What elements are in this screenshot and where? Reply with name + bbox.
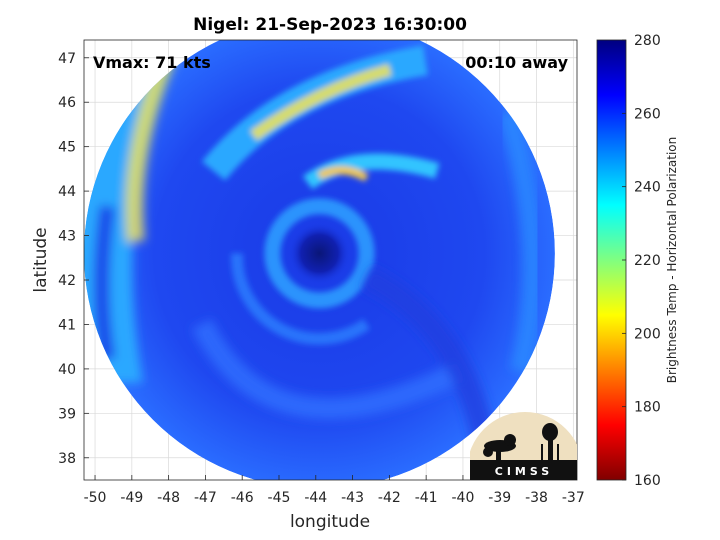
y-axis-label: latitude: [31, 227, 51, 292]
brightness-temperature-swath: [84, 40, 555, 480]
axes-frame: [83, 39, 578, 481]
logo-text: CIMSS: [495, 465, 553, 478]
chart-title: Nigel: 21-Sep-2023 16:30:00: [193, 15, 467, 35]
y-tick-label: 40: [58, 362, 76, 378]
eastern-edge: [498, 109, 543, 374]
vmax-annotation: Vmax: 71 kts: [93, 53, 211, 72]
y-tick-label: 42: [58, 273, 76, 289]
y-tick-label: 44: [58, 184, 76, 200]
colorbar-tick-label: 180: [634, 400, 661, 416]
x-tick-label: -48: [157, 490, 180, 506]
y-tick-label: 47: [58, 51, 76, 67]
y-tick-label: 38: [58, 451, 76, 467]
colorbar-label: Brightness Temp - Horizontal Polarizatio…: [665, 137, 679, 384]
northern-spiral-band: [201, 45, 440, 190]
southern-spiral-band: [191, 266, 497, 445]
x-tick-label: -41: [415, 490, 438, 506]
colorbar-tick-label: 240: [634, 180, 661, 196]
storm-eye: [288, 222, 351, 284]
x-tick-label: -40: [452, 490, 475, 506]
y-tick-label: 41: [58, 317, 76, 333]
y-tick-label: 39: [58, 406, 76, 422]
x-tick-label: -38: [525, 490, 548, 506]
x-tick-label: -47: [194, 490, 217, 506]
colorbar: [596, 39, 627, 481]
x-axis-label: longitude: [290, 512, 370, 532]
x-tick-label: -44: [304, 490, 327, 506]
colorbar-tick-label: 200: [634, 326, 661, 342]
y-tick-label: 45: [58, 140, 76, 156]
x-tick-label: -43: [341, 490, 364, 506]
x-tick-label: -39: [488, 490, 511, 506]
x-tick-label: -42: [378, 490, 401, 506]
colorbar-tick-label: 160: [634, 473, 661, 489]
y-tick-label: 46: [58, 95, 76, 111]
colorbar-tick-label: 280: [634, 33, 661, 49]
eyewall-ring: [231, 198, 375, 345]
swath-disk: [84, 40, 555, 480]
x-tick-label: -45: [268, 490, 291, 506]
x-axis-ticks: -50 -49 -48 -47 -46 -45 -44 -43 -42 -41 -40 -39 -38-…: [84, 475, 585, 506]
colorbar-ticks: 160 180 200 220 240 260 280: [622, 33, 661, 489]
time-away-annotation: 00:10 away: [465, 53, 568, 72]
cimss-logo: CIMSS: [470, 412, 577, 480]
y-tick-label: 43: [58, 229, 76, 245]
y-axis-ticks: 38 39 40 41 42 43 44 45 46 47: [58, 51, 89, 467]
x-tick-label: -46: [231, 490, 254, 506]
colorbar-tick-label: 220: [634, 253, 661, 269]
colorbar-tick-label: 260: [634, 106, 661, 122]
x-tick-label: -37: [562, 490, 585, 506]
x-tick-label: -50: [84, 490, 107, 506]
x-tick-label: -49: [120, 490, 143, 506]
